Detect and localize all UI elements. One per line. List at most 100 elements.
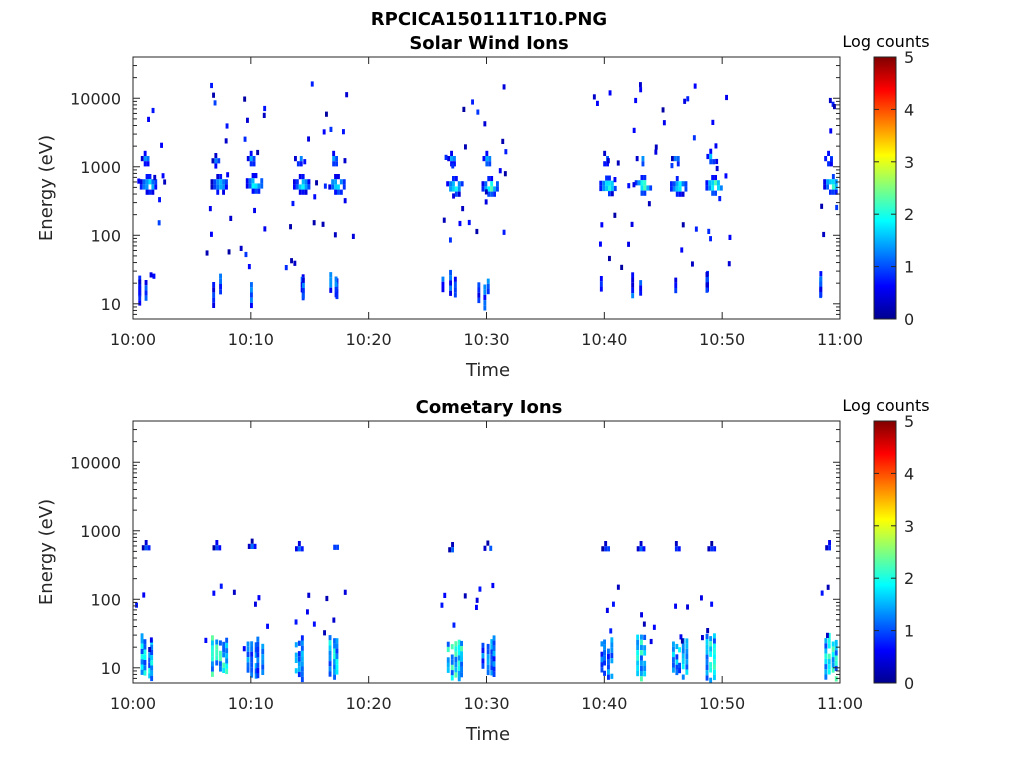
x-axis-label: Time — [465, 724, 510, 745]
spectrogram-cell — [705, 282, 709, 288]
spectrogram-cell — [640, 671, 643, 677]
spectrogram-cell — [711, 119, 715, 125]
spectrogram-cell — [331, 184, 335, 190]
spectrogram-cell — [604, 546, 608, 552]
spectrogram-cell — [686, 604, 689, 610]
spectrogram-cell — [138, 284, 142, 290]
spectrogram-cell — [714, 143, 718, 149]
spectrogram-cell — [335, 669, 339, 675]
spectrogram-cell — [484, 186, 488, 192]
spectrogram-cell — [496, 186, 499, 192]
spectrogram-cell — [150, 644, 154, 650]
spectrogram-cell — [328, 645, 332, 651]
spectrogram-cell — [824, 669, 828, 675]
spectrogram-cell — [834, 645, 838, 651]
spectrogram-cell — [257, 188, 261, 194]
spectrogram-cell — [300, 666, 304, 672]
spectrogram-cell — [144, 290, 148, 296]
spectrogram-cell — [335, 653, 339, 659]
spectrogram-cell — [685, 659, 689, 665]
spectrogram-cell — [222, 184, 225, 190]
spectrogram-cell — [294, 619, 298, 625]
spectrogram-cell — [710, 546, 714, 552]
spectrogram-cell — [300, 650, 304, 657]
spectrogram-cell — [636, 546, 640, 552]
spectrogram-cell — [297, 666, 301, 672]
spectrogram-cell — [147, 116, 150, 122]
spectrogram-cell — [607, 669, 610, 675]
spectrogram-cell — [678, 647, 681, 653]
spectrogram-cell — [250, 651, 254, 657]
spectrogram-cell — [713, 654, 716, 660]
spectrogram-cell — [824, 648, 828, 654]
spectrogram-cell — [710, 541, 714, 547]
spectrogram-cell — [143, 660, 147, 666]
spectrogram-cell — [328, 661, 332, 667]
spectrogram-cell — [713, 648, 716, 655]
x-tick-label: 10:20 — [346, 694, 392, 713]
spectrogram-cell — [333, 659, 336, 665]
spectrogram-cell — [602, 180, 606, 186]
spectrogram-cell — [291, 200, 295, 207]
spectrogram-cell — [681, 191, 685, 197]
spectrogram-cell — [245, 183, 249, 189]
spectrogram-cell — [490, 191, 494, 197]
spectrogram-cell — [483, 300, 487, 306]
spectrogram-cell — [827, 632, 831, 639]
spectrogram-cell — [613, 212, 617, 218]
spectrogram-cell — [294, 156, 297, 162]
spectrogram-cell — [680, 638, 684, 644]
spectrogram-cell — [204, 637, 208, 643]
spectrogram-cell — [245, 178, 249, 184]
spectrogram-cell — [254, 188, 258, 194]
spectrogram-cell — [454, 641, 458, 647]
spectrogram-cell — [652, 624, 656, 630]
spectrogram-cell — [149, 272, 153, 278]
spectrogram-cell — [457, 186, 461, 192]
spectrogram-cell — [139, 179, 143, 185]
spectrogram-cell — [717, 180, 720, 186]
spectrogram-cell — [603, 639, 606, 645]
spectrogram-cell — [135, 602, 138, 608]
spectrogram-cell — [460, 640, 463, 647]
spectrogram-cell — [138, 275, 142, 281]
spectrogram-cell — [464, 144, 467, 150]
spectrogram-cell — [143, 665, 147, 671]
spectrogram-cell — [482, 156, 486, 162]
spectrogram-cell — [481, 663, 485, 669]
spectrogram-cell — [294, 642, 298, 648]
spectrogram-cell — [486, 669, 490, 676]
spectrogram-cell — [681, 643, 685, 649]
spectrogram-cell — [674, 277, 678, 283]
spectrogram-cell — [296, 161, 300, 167]
spectrogram-cell — [485, 161, 489, 167]
spectrogram-cell — [676, 156, 680, 162]
spectrogram-cell — [315, 180, 318, 186]
spectrogram-cell — [675, 643, 679, 650]
spectrogram-cell — [826, 584, 830, 590]
spectrogram-cell — [719, 185, 723, 191]
spectrogram-cell — [148, 673, 152, 679]
spectrogram-cell — [672, 181, 676, 187]
spectrogram-cell — [254, 673, 258, 679]
y-tick-label: 100 — [90, 590, 121, 609]
spectrogram-cell — [831, 189, 835, 195]
spectrogram-cell — [827, 161, 830, 167]
spectrogram-cell — [335, 643, 339, 649]
spectrogram-cell — [640, 190, 644, 196]
spectrogram-cell — [342, 179, 346, 185]
spectrogram-cell — [596, 100, 599, 106]
spectrogram-cell — [608, 175, 611, 181]
spectrogram-cell — [602, 185, 606, 192]
spectrogram-cell — [639, 541, 643, 547]
spectrogram-cell — [329, 272, 333, 278]
spectrogram-cell — [463, 593, 467, 599]
spectrogram-cell — [599, 281, 603, 287]
spectrogram-cell — [490, 186, 494, 192]
y-tick-label: 10000 — [70, 453, 121, 472]
spectrogram-cell — [831, 641, 835, 647]
spectrogram-cell — [481, 648, 485, 654]
spectrogram-cell — [452, 176, 455, 182]
spectrogram-cell — [498, 168, 502, 174]
spectrogram-cell — [150, 660, 154, 666]
